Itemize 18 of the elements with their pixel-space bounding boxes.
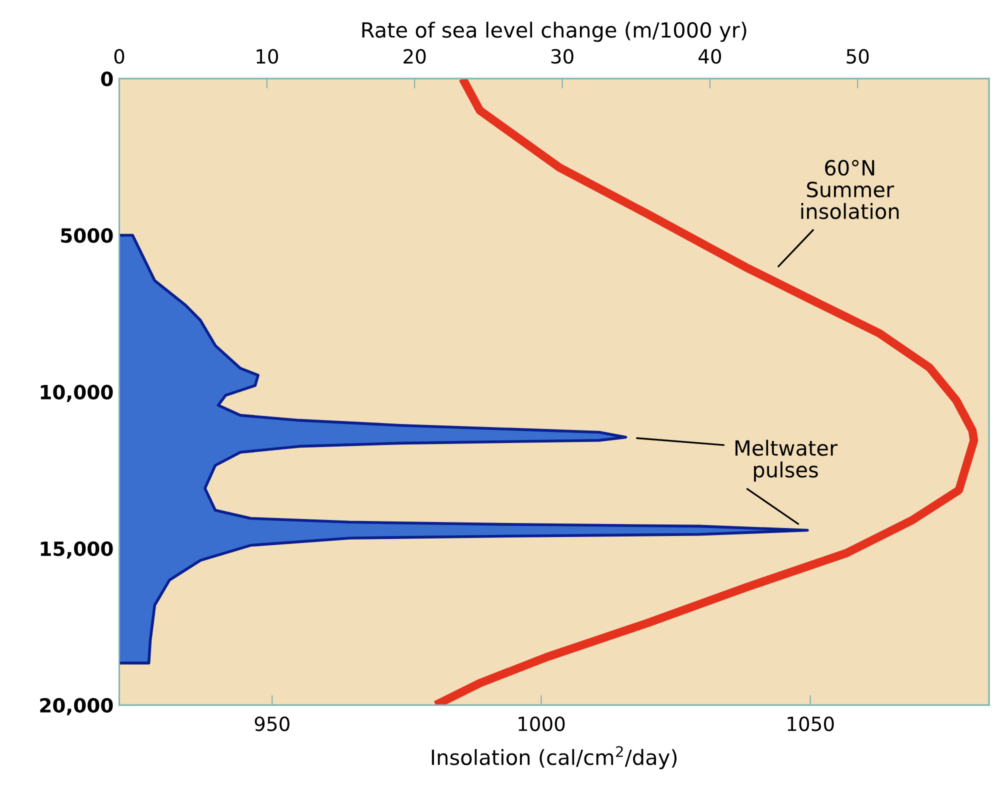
x-tick-label: 950 bbox=[254, 716, 290, 732]
x2-axis-title: Rate of sea level change (m/1000 yr) bbox=[362, 22, 746, 42]
x2-tick-label: 0 bbox=[114, 49, 124, 64]
x2-tick-label: 20 bbox=[404, 49, 426, 64]
x-tick-label: 1050 bbox=[788, 716, 834, 732]
x2-tick-label: 10 bbox=[256, 49, 278, 64]
x-axis-title: Insolation (cal/cm$^{2}$/day) bbox=[432, 746, 677, 770]
y-tick-label: 5000 bbox=[61, 228, 113, 243]
annotation: Meltwater pulses bbox=[736, 440, 838, 482]
y-tick-label: 0 bbox=[101, 72, 113, 86]
x2-tick-label: 30 bbox=[551, 49, 574, 64]
x2-tick-label: 50 bbox=[846, 49, 869, 64]
y-tick-label: 10,000 bbox=[40, 384, 113, 402]
y-tick-label: 20,000 bbox=[40, 698, 113, 716]
x-tick-label: 1000 bbox=[518, 716, 565, 732]
annotation: 60°N Summer insolation bbox=[801, 160, 899, 220]
x2-tick-label: 40 bbox=[698, 49, 722, 64]
y-tick-label: 15,000 bbox=[40, 541, 113, 559]
